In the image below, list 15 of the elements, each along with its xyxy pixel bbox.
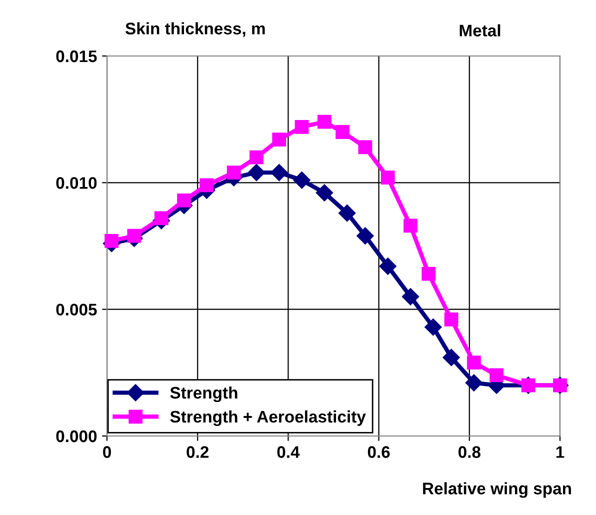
x-tick-label: 0.4 [277,446,300,458]
x-tick-label: 0 [103,446,111,458]
y-tick-label: 0.010 [56,177,97,189]
x-tick-label: 0.2 [186,446,209,458]
legend-label: Strength [170,386,238,402]
y-tick-label: 0.015 [56,50,97,62]
x-tick-label: 1 [556,446,564,458]
y-tick-label: 0.005 [56,304,97,316]
x-axis-title: Relative wing span [423,482,571,498]
x-tick-label: 0.8 [458,446,480,458]
x-tick-label: 0.6 [368,446,390,458]
y-tick-label: 0.000 [56,430,97,442]
text: Metal [460,24,500,36]
y-axis-title: Skin thickness, m [125,22,265,37]
legend-label: Strength + Aeroelasticity [170,410,366,426]
